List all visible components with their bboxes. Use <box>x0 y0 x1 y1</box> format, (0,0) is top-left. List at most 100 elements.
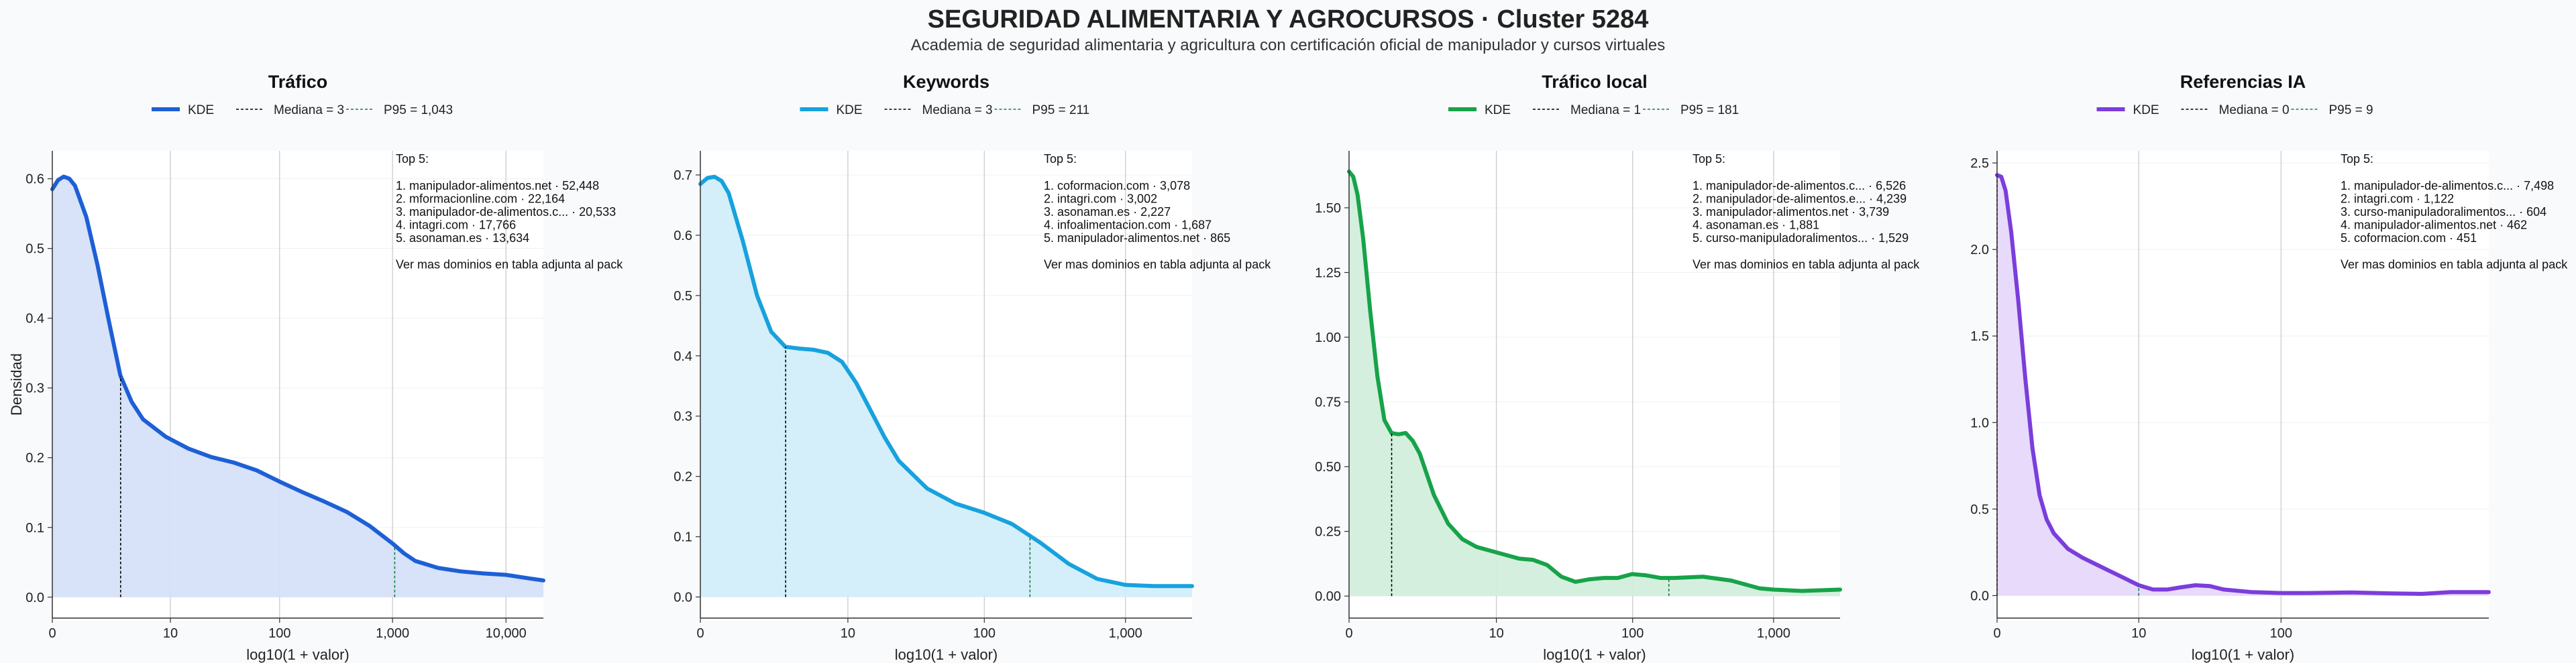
top-domains-header: Top 5: <box>1044 152 1077 166</box>
x-tick-label: 10 <box>163 626 178 641</box>
page-subtitle: Academia de seguridad alimentaria y agri… <box>910 36 1666 54</box>
legend-p95-label: P95 = 211 <box>1032 103 1090 117</box>
legend-kde-label: KDE <box>1485 103 1511 117</box>
top-domain-item: 4. asonaman.es · 1,881 <box>1693 219 1819 232</box>
x-axis-label: log10(1 + valor) <box>1543 646 1646 663</box>
x-tick-label: 0 <box>48 626 56 641</box>
y-tick-label: 0.2 <box>25 451 44 466</box>
kde-curve <box>1347 169 1842 593</box>
panel-title: Referencias IA <box>2180 72 2306 92</box>
y-tick-label: 1.5 <box>1970 329 1989 344</box>
x-tick-label: 10,000 <box>486 626 527 641</box>
top-domain-item: 2. intagri.com · 1,122 <box>2341 192 2454 206</box>
y-tick-label: 0.0 <box>1970 589 1989 603</box>
y-tick-label: 0.4 <box>25 312 44 326</box>
y-tick-label: 2.5 <box>1970 156 1989 171</box>
x-axis-label: log10(1 + valor) <box>246 646 349 663</box>
y-tick-label: 2.0 <box>1970 243 1989 257</box>
top-domains-header: Top 5: <box>1693 152 1725 166</box>
top-domain-item: 4. intagri.com · 17,766 <box>396 219 516 232</box>
y-tick-label: 0.1 <box>25 521 44 536</box>
top-domain-item: 4. infoalimentacion.com · 1,687 <box>1044 219 1212 232</box>
chart-panel-2: Keywords KDE Mediana = 3 P95 = 211 0.0 0.1 0.2… <box>674 72 1271 663</box>
top-domain-item: 1. manipulador-de-alimentos.c... · 6,526 <box>1693 179 1906 192</box>
legend-p95-label: P95 = 181 <box>1680 103 1739 117</box>
top-domain-item: 3. asonaman.es · 2,227 <box>1044 205 1171 219</box>
y-tick-label: 0.0 <box>674 591 692 605</box>
panel-title: Tráfico <box>268 72 328 92</box>
y-tick-label: 0.75 <box>1315 396 1341 410</box>
legend-p95-label: P95 = 1,043 <box>384 103 453 117</box>
panel-title: Keywords <box>903 72 989 92</box>
x-tick-label: 0 <box>696 626 704 641</box>
y-tick-label: 1.25 <box>1315 265 1341 280</box>
kde-curve <box>698 174 1194 589</box>
y-tick-label: 0.2 <box>674 470 692 485</box>
top-domain-item: 5. manipulador-alimentos.net · 865 <box>1044 231 1230 245</box>
panel-title: Tráfico local <box>1542 72 1648 92</box>
x-tick-label: 10 <box>1489 626 1503 641</box>
y-tick-label: 0.5 <box>674 289 692 304</box>
legend-median-label: Mediana = 0 <box>2219 103 2290 117</box>
x-tick-label: 0 <box>1993 626 2000 641</box>
y-tick-label: 0.1 <box>674 530 692 545</box>
y-tick-label: 1.0 <box>1970 416 1989 430</box>
top-domains-header: Top 5: <box>396 152 429 166</box>
y-tick-label: 0.4 <box>674 349 692 364</box>
kde-area <box>52 176 543 597</box>
y-tick-label: 0.0 <box>25 591 44 605</box>
kde-area <box>1997 175 2489 596</box>
top-domain-item: 1. coformacion.com · 3,078 <box>1044 179 1190 192</box>
top-domain-item: 1. manipulador-de-alimentos.c... · 7,498 <box>2341 179 2554 192</box>
kde-curve <box>1995 173 2491 596</box>
legend-kde-label: KDE <box>188 103 214 117</box>
page-title: SEGURIDAD ALIMENTARIA Y AGROCURSOS · Clu… <box>927 5 1649 34</box>
x-tick-label: 100 <box>268 626 290 641</box>
top-domain-item: 5. asonaman.es · 13,634 <box>396 231 529 245</box>
legend-kde-label: KDE <box>2133 103 2159 117</box>
y-tick-label: 1.50 <box>1315 201 1341 216</box>
top-domain-item: 2. mformacionline.com · 22,164 <box>396 192 565 206</box>
kde-area <box>1349 171 1840 597</box>
top-domain-item: 3. manipulador-de-alimentos.c... · 20,53… <box>396 205 616 219</box>
top-domain-item: 5. curso-manipuladoralimentos... · 1,529 <box>1693 231 1909 245</box>
y-tick-label: 0.25 <box>1315 525 1341 540</box>
y-tick-label: 0.5 <box>25 242 44 257</box>
y-tick-label: 0.7 <box>674 168 692 183</box>
top-domains-footer: Ver mas dominios en tabla adjunta al pac… <box>1693 258 1920 272</box>
x-tick-label: 100 <box>973 626 996 641</box>
x-tick-label: 1,000 <box>376 626 409 641</box>
x-axis-label: log10(1 + valor) <box>895 646 998 663</box>
y-tick-label: 0.50 <box>1315 460 1341 475</box>
y-tick-label: 0.6 <box>25 172 44 187</box>
chart-panel-3: Tráfico local KDE Mediana = 1 P95 = 181 0.00… <box>1315 72 1920 663</box>
x-tick-label: 1,000 <box>1757 626 1790 641</box>
top-domain-item: 1. manipulador-alimentos.net · 52,448 <box>396 179 599 192</box>
legend-median-label: Mediana = 1 <box>1570 103 1641 117</box>
legend-kde-label: KDE <box>837 103 863 117</box>
chart-panel-1: Tráfico KDE Mediana = 3 P95 = 1,043 0.0 0.1 0.… <box>8 72 623 663</box>
y-tick-label: 0.3 <box>25 381 44 396</box>
x-axis-label: log10(1 + valor) <box>2192 646 2294 663</box>
plot-area <box>1997 151 2489 618</box>
x-tick-label: 100 <box>2270 626 2292 641</box>
x-tick-label: 100 <box>1621 626 1644 641</box>
y-tick-label: 0.6 <box>674 229 692 243</box>
legend-median-label: Mediana = 3 <box>922 103 993 117</box>
legend-p95-label: P95 = 9 <box>2329 103 2373 117</box>
y-tick-label: 0.5 <box>1970 502 1989 517</box>
legend-median-label: Mediana = 3 <box>274 103 344 117</box>
top-domain-item: 4. manipulador-alimentos.net · 462 <box>2341 219 2527 232</box>
x-tick-label: 10 <box>841 626 855 641</box>
x-tick-label: 1,000 <box>1109 626 1142 641</box>
y-tick-label: 0.3 <box>674 410 692 424</box>
x-tick-label: 0 <box>1345 626 1352 641</box>
top-domain-item: 3. manipulador-alimentos.net · 3,739 <box>1693 205 1889 219</box>
x-tick-label: 10 <box>2131 626 2146 641</box>
y-axis-label: Densidad <box>8 353 25 416</box>
y-tick-label: 1.00 <box>1315 330 1341 345</box>
top-domains-footer: Ver mas dominios en tabla adjunta al pac… <box>2341 258 2568 272</box>
top-domains-footer: Ver mas dominios en tabla adjunta al pac… <box>396 258 623 272</box>
top-domain-item: 2. intagri.com · 3,002 <box>1044 192 1157 206</box>
